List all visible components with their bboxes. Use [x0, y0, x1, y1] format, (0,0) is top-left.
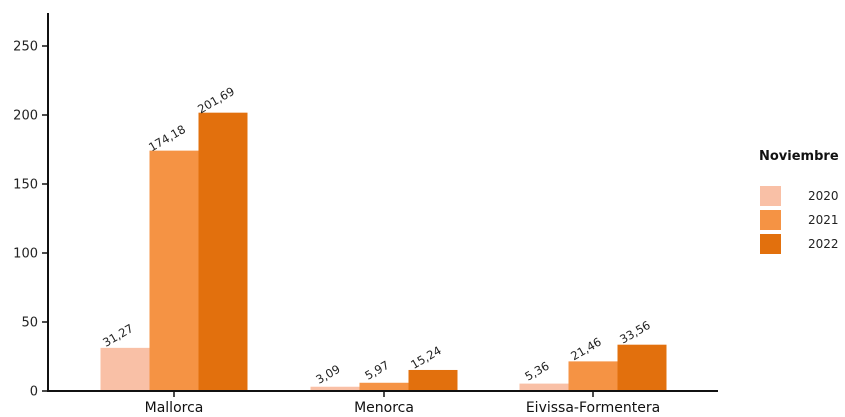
y-tick-label: 50: [21, 316, 38, 331]
data-label: 33,56: [617, 318, 653, 347]
legend-swatch-2021: [760, 210, 781, 230]
bar-2020-1: [310, 386, 360, 391]
bar-2020-0: [100, 347, 150, 391]
data-label: 21,46: [568, 335, 604, 364]
legend-label-2021: 2021: [808, 213, 839, 227]
y-axis: 0 50 100 150 200 250: [13, 13, 49, 400]
bar-2021-2: [568, 361, 618, 391]
legend-label-2022: 2022: [808, 237, 839, 251]
category-label: Eivissa-Formentera: [526, 400, 660, 416]
data-label: 201,69: [195, 84, 237, 116]
x-axis: Mallorca Menorca Eivissa-Formentera: [47, 390, 718, 416]
bar-2020-2: [519, 383, 569, 391]
legend-swatch-2020: [760, 186, 781, 206]
bar-2021-0: [149, 150, 199, 391]
legend-swatch-2022: [760, 234, 781, 254]
legend-label-2020: 2020: [808, 189, 839, 203]
data-label: 15,24: [408, 343, 444, 372]
data-label: 5,97: [362, 358, 391, 383]
y-tick-label: 250: [13, 40, 38, 55]
category-label: Menorca: [354, 400, 414, 416]
data-label: 5,36: [522, 359, 551, 384]
bar-2022-0: [198, 112, 248, 392]
data-label: 31,27: [100, 321, 136, 350]
y-tick-label: 150: [13, 178, 38, 193]
bar-2022-1: [408, 369, 458, 391]
bar-2022-2: [617, 344, 667, 391]
data-label: 174,18: [146, 122, 188, 154]
y-tick-label: 0: [30, 385, 38, 400]
legend-title: Noviembre: [759, 149, 839, 164]
legend: Noviembre 2020 2021 2022: [759, 149, 839, 254]
y-tick-label: 100: [13, 247, 38, 262]
category-label: Mallorca: [145, 400, 204, 416]
y-tick-label: 200: [13, 109, 38, 124]
data-label: 3,09: [313, 362, 342, 387]
bar-2021-1: [359, 382, 409, 391]
